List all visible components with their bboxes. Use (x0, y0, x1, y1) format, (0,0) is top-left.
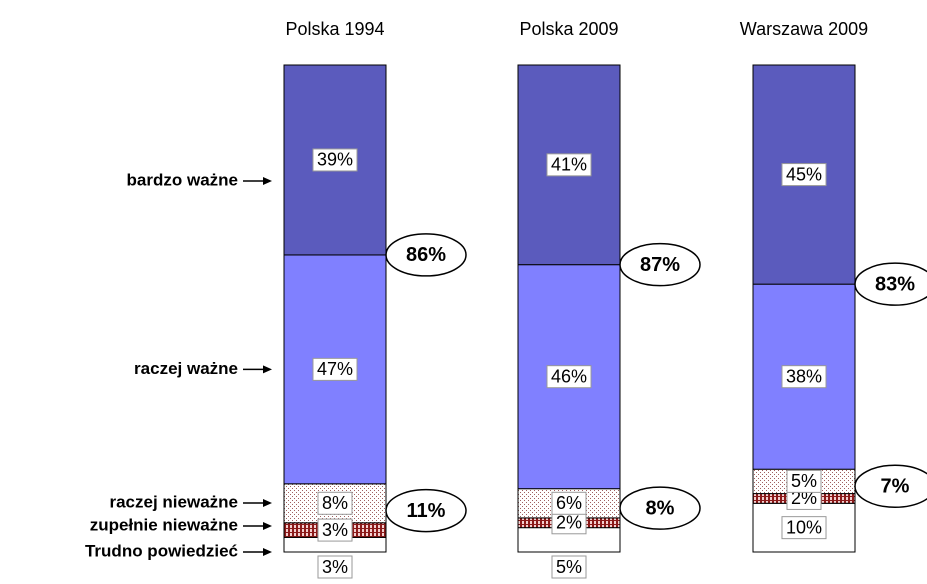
legend-arrowhead (263, 522, 272, 530)
value-label: 2% (791, 488, 817, 508)
value-label-box (551, 491, 587, 515)
value-label: 5% (556, 557, 582, 577)
value-label-box (312, 357, 358, 381)
value-label: 45% (786, 164, 822, 184)
value-label: 10% (786, 517, 822, 537)
value-label: 2% (556, 513, 582, 533)
value-label: 8% (322, 493, 348, 513)
legend-arrowhead (263, 177, 272, 185)
legend-arrowhead (263, 548, 272, 556)
total-label: 83% (875, 273, 915, 295)
value-label: 39% (317, 150, 353, 170)
value-label-box (317, 555, 353, 579)
value-label: 3% (322, 520, 348, 540)
value-label-box (781, 516, 827, 540)
value-label-box (786, 469, 822, 493)
total-ellipse (385, 233, 467, 277)
legend-label: zupełnie nieważne (90, 515, 238, 534)
value-label: 46% (551, 366, 587, 386)
total-label: 87% (640, 254, 680, 276)
total-ellipse (854, 262, 927, 306)
value-label-box (546, 365, 592, 389)
category-label: Polska 1994 (285, 19, 384, 39)
total-ellipse (619, 242, 701, 287)
legend-label: Trudno powiedzieć (85, 541, 238, 560)
total-label: 86% (406, 244, 446, 266)
value-label-box (781, 365, 827, 389)
legend-label: raczej nieważne (109, 492, 238, 511)
legend-arrowhead (263, 499, 272, 507)
category-label: Warszawa 2009 (740, 19, 868, 39)
value-label: 6% (556, 493, 582, 513)
value-label-box (317, 491, 353, 515)
value-label: 38% (786, 366, 822, 386)
total-ellipse (385, 488, 467, 533)
value-label: 41% (551, 155, 587, 175)
value-label-box (781, 163, 827, 187)
category-label: Polska 2009 (519, 19, 618, 39)
total-ellipse (619, 486, 701, 530)
legend-label: bardzo ważne (127, 170, 238, 189)
value-label-box (546, 153, 592, 177)
value-label-box (312, 148, 358, 172)
legend-label: raczej ważne (134, 359, 238, 378)
value-label: 3% (322, 557, 348, 577)
total-ellipse (854, 464, 927, 508)
value-label-box (551, 555, 587, 579)
legend-arrowhead (263, 365, 272, 374)
total-label: 8% (646, 497, 675, 519)
value-label: 5% (791, 471, 817, 491)
value-label-box (317, 518, 353, 542)
value-label: 47% (317, 359, 353, 379)
total-label: 11% (407, 500, 446, 522)
total-label: 7% (881, 476, 910, 498)
